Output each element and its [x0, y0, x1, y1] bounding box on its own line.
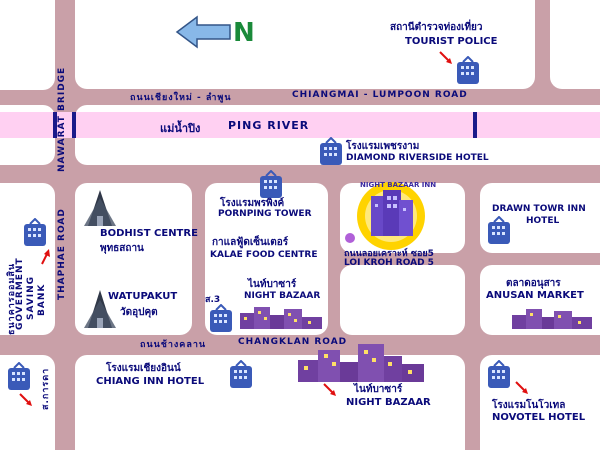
thaphae-road-label: THAPHAE ROAD [57, 208, 67, 300]
novotel-arrow-icon [515, 381, 528, 394]
diamond-hotel-thai: โรงแรมเพชรงาม [346, 141, 420, 152]
anusan-thai: ตลาดอนุสาร [506, 278, 561, 289]
bridge-east [473, 112, 477, 138]
bridge-right [72, 112, 76, 138]
chiangmai-road-en: CHIANGMAI - LUMPOON ROAD [292, 90, 468, 100]
river-thai: แม่น้ำปิง [160, 122, 201, 135]
gsb-en2: SAVING [26, 275, 36, 320]
s3-label: ส.3 [205, 295, 221, 305]
north-arrow-icon [175, 15, 231, 49]
night-bazaar-big-en: NIGHT BAZAAR [346, 397, 431, 408]
watupakut-temple-icon [84, 290, 116, 328]
drawn-tower-name: DRAWN TOWR INN [492, 204, 586, 214]
block-gsb [0, 183, 55, 335]
s3-building-icon [210, 304, 232, 332]
novotel-en: NOVOTEL HOTEL [492, 412, 586, 423]
river-en: PING RIVER [228, 119, 310, 132]
gsb-en1: GOVERMENT [15, 257, 25, 330]
watupakut-en: WATUPAKUT [108, 291, 178, 302]
night-bazaar-inn-label: NIGHT BAZAAR INN [360, 181, 437, 189]
bodhist-thai: พุทธสถาน [100, 243, 144, 254]
tourist-police-arrow-icon [439, 51, 452, 64]
loikroh-en: LOI KROH ROAD 5 [344, 258, 434, 268]
watupakut-thai: วัดอุปคุต [120, 307, 158, 318]
kalae-en: KALAE FOOD CENTRE [210, 250, 318, 260]
block-center [340, 265, 465, 335]
tourist-police-en: TOURIST POLICE [405, 36, 498, 47]
diamond-hotel-en: DIAMOND RIVERSIDE HOTEL [346, 153, 489, 163]
pornping-en: PORNPING TOWER [218, 209, 312, 219]
chiang-inn-thai: โรงแรมเชียงอินน์ [106, 363, 181, 374]
bodhist-temple-icon [84, 190, 116, 226]
gsb-arrow-icon [41, 249, 50, 265]
drawn-tower-building-icon [488, 216, 510, 244]
novotel-thai: โรงแรมโนโวเทล [492, 400, 566, 411]
block-top-right [550, 0, 600, 89]
tourist-police-building-icon [457, 56, 479, 84]
drawn-tower-hotel: HOTEL [526, 216, 560, 226]
novotel-building-icon [488, 360, 510, 388]
tourist-police-thai: สถานีตำรวจท่องเที่ยว [390, 22, 483, 33]
night-bazaar-small-skyline-icon [240, 307, 322, 329]
nawarat-bridge-label: NAWARAT BRIDGE [57, 66, 67, 172]
block-top-left [0, 0, 55, 90]
chiangmai-road-thai: ถนนเชียงใหม่ - ลำพูน [130, 93, 232, 103]
night-bazaar-small-en: NIGHT BAZAAR [244, 291, 321, 301]
pornping-building-icon [260, 170, 282, 198]
night-bazaar-big-skyline-icon [298, 344, 424, 382]
north-label: N [233, 18, 255, 48]
pornping-thai: โรงแรมพรพิงค์ [220, 198, 285, 209]
gsb-en3: BANK [37, 283, 47, 316]
bridge-left [53, 112, 57, 138]
sakarnda-building-icon [8, 362, 30, 390]
kalae-thai: กาแลฟู้ดเซ็นเตอร์ [212, 237, 289, 248]
changklan-road-thai: ถนนช้างคลาน [140, 340, 207, 350]
gsb-building-icon [24, 218, 46, 246]
loikroh-thai: ถนนลอยเคราะห์ ซอย5 [344, 249, 434, 259]
night-bazaar-small-thai: ไนท์บาซาร์ [248, 279, 297, 290]
changklan-road-en: CHANGKLAN ROAD [238, 337, 348, 347]
chiang-inn-en: CHIANG INN HOTEL [96, 376, 205, 387]
night-bazaar-big-arrow-icon [323, 383, 336, 396]
ping-river [0, 112, 600, 138]
night-bazaar-inn-badge-icon [345, 182, 425, 250]
anusan-en: ANUSAN MARKET [486, 290, 584, 301]
night-bazaar-big-thai: ไนท์บาซาร์ [354, 384, 403, 395]
anusan-skyline-icon [512, 309, 592, 329]
sakarnda-label: ส.การดา [41, 367, 51, 410]
sakarnda-arrow-icon [19, 393, 32, 406]
diamond-hotel-building-icon [320, 137, 342, 165]
bodhist-en: BODHIST CENTRE [100, 228, 198, 239]
chiang-inn-building-icon [230, 360, 252, 388]
